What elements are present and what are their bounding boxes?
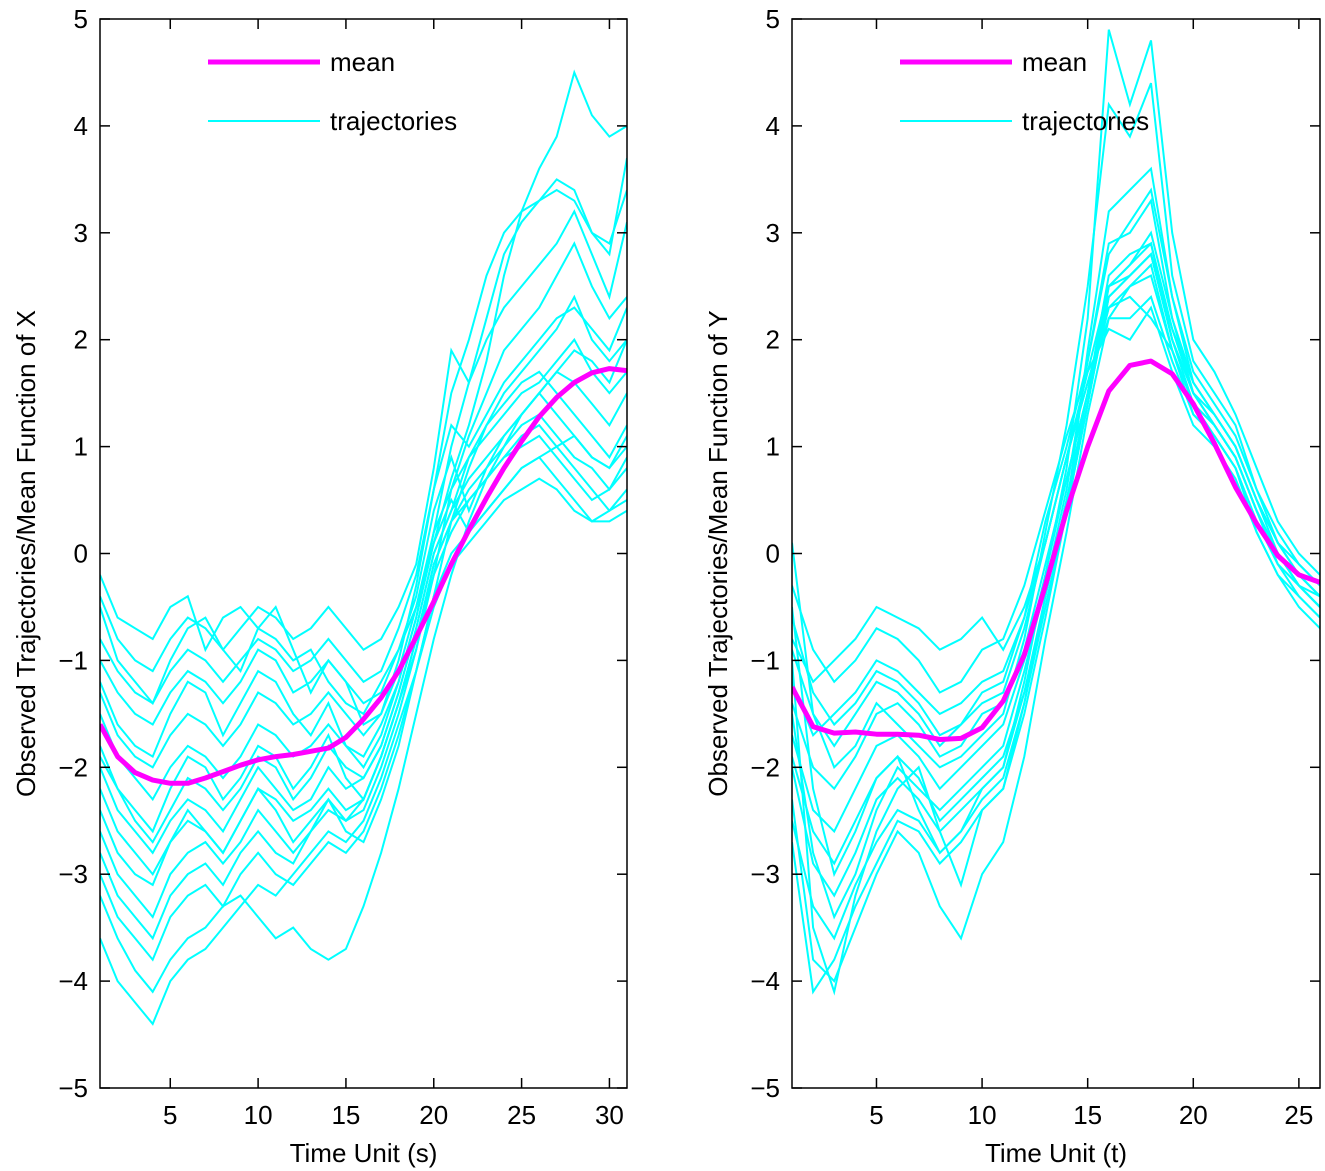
y-tick-label: −1 [750, 645, 780, 675]
x-tick-label: 15 [331, 1100, 360, 1130]
y-tick-label: 2 [766, 325, 780, 355]
trajectory-line [792, 187, 1320, 737]
plot-area [100, 69, 627, 1026]
chart-panel: −5 −4 −3 −2 −1 0 1 2 3 4 5 5 10 15 20 25 30 Time Unit (s)… [11, 4, 628, 1168]
x-tick-label: 10 [968, 1100, 997, 1130]
legend: mean trajectories [208, 47, 457, 136]
trajectory-line [100, 209, 627, 770]
trajectory-line [792, 230, 1320, 995]
y-tick-label: 3 [74, 218, 88, 248]
legend-label-mean: mean [330, 47, 395, 77]
y-tick-label: 4 [766, 111, 780, 141]
legend-label-trajectories: trajectories [1022, 106, 1149, 136]
y-tick-label: −4 [750, 966, 780, 996]
y-tick-label: 1 [766, 432, 780, 462]
y-tick-label: −2 [58, 752, 88, 782]
x-tick-label: 5 [163, 1100, 177, 1130]
trajectory-line [100, 337, 627, 769]
legend-label-mean: mean [1022, 47, 1087, 77]
x-tick-label: 10 [244, 1100, 273, 1130]
trajectory-line [100, 188, 627, 673]
y-tick-label: −3 [750, 859, 780, 889]
trajectory-line [100, 423, 627, 919]
x-tick-label: 25 [1284, 1100, 1313, 1130]
trajectory-line [792, 82, 1320, 770]
trajectory-line [100, 157, 627, 726]
plot-area [792, 29, 1320, 996]
x-tick-label: 30 [595, 1100, 624, 1130]
trajectory-line [792, 252, 1320, 898]
x-axis-label: Time Unit (s) [290, 1138, 438, 1168]
legend: mean trajectories [900, 47, 1149, 136]
trajectory-line [100, 455, 627, 962]
y-tick-label: 5 [74, 4, 88, 34]
x-tick-label: 20 [1179, 1100, 1208, 1130]
x-tick-label: 5 [869, 1100, 883, 1130]
axes-box [99, 18, 628, 1089]
trajectory-line [100, 434, 627, 802]
trajectory-line [100, 391, 627, 844]
trajectory-line [100, 241, 627, 834]
x-tick-label: 25 [507, 1100, 536, 1130]
trajectory-line [792, 252, 1320, 941]
trajectory-line [100, 370, 627, 855]
mean-line [792, 358, 1320, 742]
y-tick-label: 1 [74, 432, 88, 462]
x-tick-label: 20 [419, 1100, 448, 1130]
trajectory-line [792, 241, 1320, 748]
y-axis-label: Observed Trajectories/Mean Function of X [11, 310, 41, 797]
trajectory-line [792, 166, 1320, 996]
trajectory-line [100, 434, 627, 941]
x-tick-label: 15 [1073, 1100, 1102, 1130]
trajectory-line [100, 69, 627, 716]
y-tick-label: 0 [74, 539, 88, 569]
y-tick-label: −2 [750, 752, 780, 782]
legend-label-trajectories: trajectories [330, 106, 457, 136]
y-tick-label: 0 [766, 539, 780, 569]
y-tick-label: −1 [58, 645, 88, 675]
chart-panel: −5 −4 −3 −2 −1 0 1 2 3 4 5 5 10 15 20 25 Time Unit (t) Ob… [703, 4, 1321, 1168]
trajectory-line [792, 295, 1320, 737]
y-axis-label: Observed Trajectories/Mean Function of Y [703, 310, 733, 797]
y-tick-label: −5 [750, 1073, 780, 1103]
y-tick-label: 5 [766, 4, 780, 34]
trajectory-line [100, 306, 627, 705]
y-tick-label: 2 [74, 325, 88, 355]
trajectory-line [100, 477, 627, 1026]
x-axis-label: Time Unit (t) [985, 1138, 1127, 1168]
y-tick-label: −5 [58, 1073, 88, 1103]
trajectory-line [100, 294, 627, 887]
trajectory-line [792, 305, 1320, 694]
trajectory-line [100, 339, 627, 726]
mean-line [100, 366, 627, 786]
trajectory-line [792, 295, 1320, 684]
y-tick-label: 4 [74, 111, 88, 141]
y-tick-label: −3 [58, 859, 88, 889]
y-tick-label: −4 [58, 966, 88, 996]
y-tick-label: 3 [766, 218, 780, 248]
